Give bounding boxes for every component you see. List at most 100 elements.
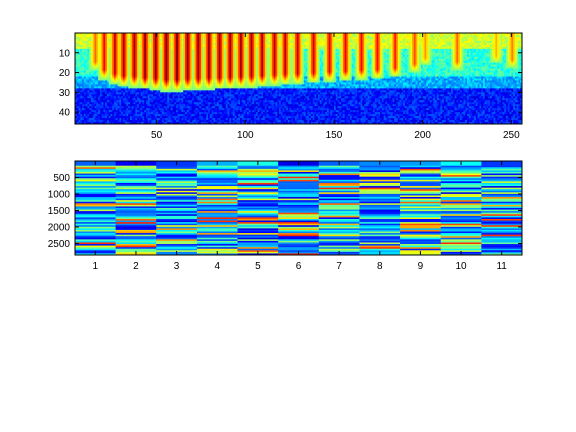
heatmap-top-cell: [482, 44, 486, 48]
heatmap-top-cell: [477, 54, 480, 58]
heatmap-top-cell: [387, 56, 390, 60]
heatmap-top-cell: [490, 68, 493, 71]
heatmap-top-cell: [87, 52, 90, 56]
heatmap-top-cell: [177, 34, 181, 38]
heatmap-top-cell: [481, 34, 484, 38]
heatmap-top-cell: [121, 64, 124, 68]
heatmap-top-cell: [222, 36, 225, 40]
heatmap-top-cell: [380, 58, 383, 62]
heatmap-top-cell: [151, 42, 154, 46]
heatmap-top-cell: [188, 66, 191, 70]
heatmap-top-cell: [216, 60, 220, 64]
heatmap-top-cell: [142, 52, 145, 56]
heatmap-top-cell: [305, 70, 308, 73]
heatmap-top-cell: [163, 44, 166, 48]
heatmap-top-cell: [151, 34, 154, 38]
heatmap-top-cell: [396, 44, 399, 48]
heatmap-top-cell: [321, 70, 324, 73]
heatmap-top-cell: [454, 54, 457, 58]
heatmap-top-cell: [408, 36, 411, 40]
heatmap-top-cell: [160, 68, 163, 71]
heatmap-top-cell: [424, 44, 427, 48]
heatmap-top-cell: [378, 70, 381, 73]
heatmap-top-cell: [266, 44, 269, 48]
heatmap-top-cell: [358, 42, 361, 46]
heatmap-top-cell: [410, 58, 413, 62]
heatmap-top-cell: [318, 60, 321, 64]
heatmap-top-cell: [227, 38, 230, 42]
heatmap-top-cell: [392, 46, 395, 50]
heatmap-top-cell: [129, 33, 133, 36]
heatmap-top-cell: [373, 60, 376, 64]
heatmap-top-cell: [255, 36, 259, 40]
heatmap-top-cell: [294, 60, 298, 64]
heatmap-top-cell: [105, 34, 108, 38]
heatmap-top-cell: [378, 50, 381, 54]
heatmap-top-cell: [294, 48, 298, 52]
heatmap-top-cell: [135, 60, 138, 64]
heatmap-top-cell: [238, 54, 241, 58]
heatmap-top-cell: [433, 44, 436, 48]
heatmap-top-cell: [195, 48, 198, 52]
heatmap-top-cell: [474, 64, 477, 68]
heatmap-top-cell: [326, 33, 330, 36]
heatmap-top-cell: [122, 48, 126, 52]
heatmap-top-cell: [300, 56, 303, 60]
heatmap-top-cell: [442, 33, 445, 36]
heatmap-top-cell: [376, 66, 379, 70]
heatmap-top-cell: [277, 62, 280, 66]
heatmap-top-cell: [518, 58, 521, 62]
heatmap-top-cell: [216, 66, 220, 70]
heatmap-top-cell: [142, 56, 145, 60]
heatmap-top-cell: [78, 54, 81, 58]
heatmap-top-cell: [75, 50, 78, 54]
heatmap-top-cell: [346, 58, 349, 62]
heatmap-top-cell: [520, 62, 523, 66]
heatmap-top-cell: [282, 46, 285, 50]
heatmap-top-cell: [241, 52, 244, 56]
heatmap-top-cell: [227, 58, 230, 62]
heatmap-top-cell: [231, 42, 234, 46]
heatmap-top-cell: [346, 48, 349, 52]
heatmap-top-cell: [270, 44, 273, 48]
heatmap-top-cell: [161, 50, 165, 54]
heatmap-top-cell: [160, 58, 163, 62]
heatmap-top-cell: [449, 66, 452, 70]
heatmap-top-cell: [82, 40, 85, 44]
heatmap-top-cell: [248, 40, 251, 44]
heatmap-top-cell: [335, 48, 338, 52]
heatmap-top-cell: [477, 38, 480, 42]
heatmap-top-cell: [209, 66, 212, 70]
heatmap-top-cell: [498, 66, 502, 70]
heatmap-top-cell: [506, 62, 509, 66]
heatmap-top-cell: [140, 42, 143, 46]
heatmap-top-cell: [438, 52, 441, 56]
heatmap-top-cell: [117, 68, 120, 71]
heatmap-top-cell: [110, 36, 113, 40]
heatmap-top-cell: [177, 33, 181, 36]
heatmap-top-cell: [319, 33, 322, 36]
heatmap-top-cell: [243, 68, 246, 71]
heatmap-top-cell: [83, 33, 87, 36]
heatmap-top-cell: [511, 42, 514, 46]
heatmap-top-cell: [247, 46, 250, 50]
heatmap-top-cell: [303, 44, 306, 48]
heatmap-top-cell: [488, 54, 491, 58]
heatmap-top-cell: [275, 50, 278, 54]
heatmap-top-cell: [264, 52, 267, 56]
heatmap-top-cell: [82, 58, 85, 62]
heatmap-top-cell: [335, 36, 338, 40]
heatmap-top-cell: [224, 66, 227, 70]
heatmap-top-cell: [465, 38, 468, 42]
heatmap-top-cell: [491, 44, 495, 48]
heatmap-top-cell: [296, 60, 299, 64]
heatmap-top-cell: [169, 68, 172, 71]
heatmap-top-cell: [408, 54, 411, 58]
heatmap-top-cell: [270, 50, 273, 54]
heatmap-top-cell: [137, 46, 140, 50]
heatmap-top-cell: [259, 34, 262, 38]
heatmap-top-cell: [394, 46, 397, 50]
heatmap-top-cell: [231, 54, 234, 58]
heatmap-top-cell: [351, 44, 354, 48]
heatmap-top-cell: [474, 44, 477, 48]
